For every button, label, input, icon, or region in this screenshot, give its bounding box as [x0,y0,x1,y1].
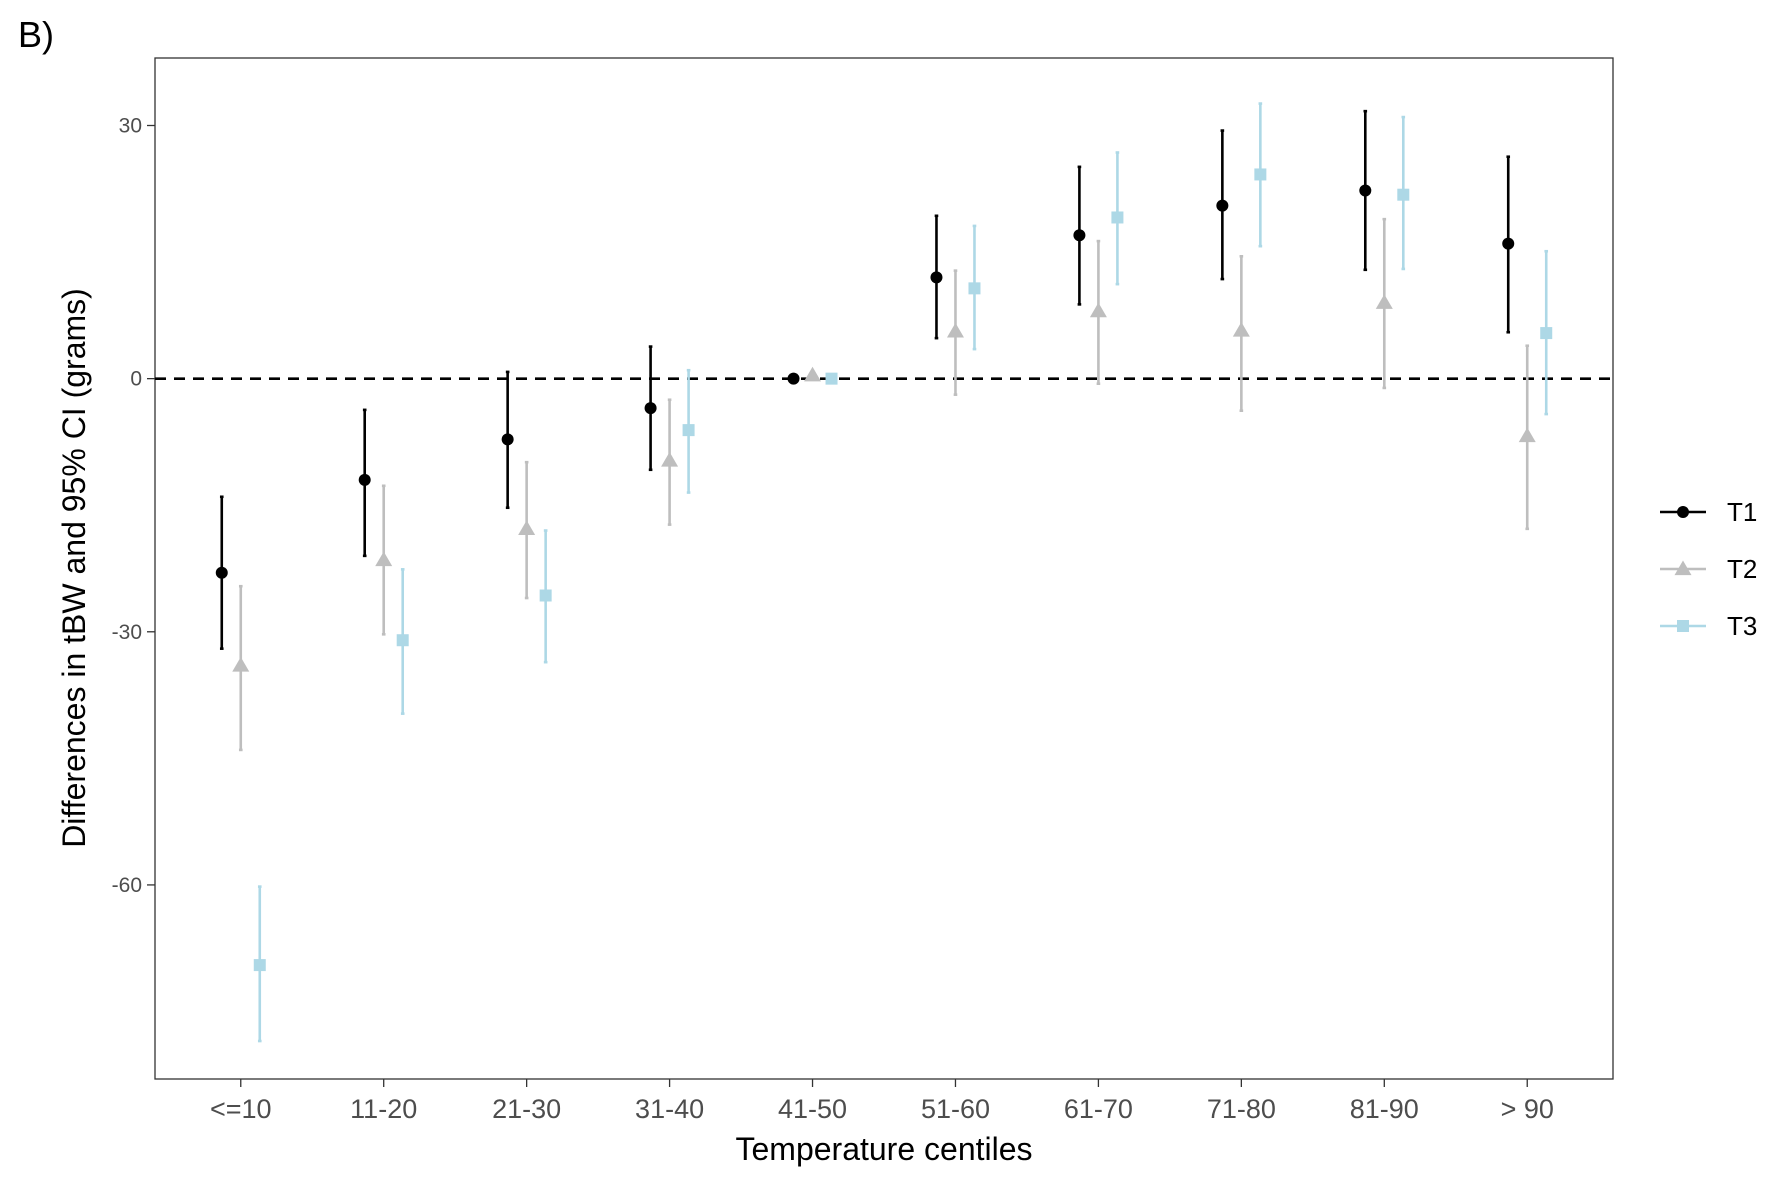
y-tick-label: 30 [119,115,142,138]
data-point [661,451,679,467]
data-point [804,366,822,382]
x-axis-title: Temperature centiles [735,1131,1032,1167]
y-tick-label: 0 [130,368,142,391]
x-tick-label: <=10 [210,1094,272,1124]
x-tick-label: 21-30 [492,1094,561,1124]
data-point [1502,237,1515,250]
x-tick-label: > 90 [1501,1094,1554,1124]
data-point [1518,427,1536,443]
data-point [968,282,981,295]
y-axis-title: Differences in tBW and 95% CI (grams) [56,288,92,848]
data-point [787,372,800,385]
data-point [1397,188,1410,201]
data-point [1254,168,1267,181]
data-point [375,551,393,567]
x-tick-label: 11-20 [350,1094,417,1124]
data-point [1111,211,1124,224]
x-tick-label: 81-90 [1350,1094,1419,1124]
legend-label: T1 [1727,497,1757,527]
legend-item-t2: T2 [1660,554,1757,584]
data-point [1216,199,1229,212]
data-point [644,402,657,415]
panel-label: B) [18,14,54,55]
data-point [253,959,266,972]
data-point [682,424,695,437]
legend-label: T3 [1727,611,1757,641]
series-t2 [232,217,1536,752]
x-tick-label: 61-70 [1064,1094,1133,1124]
data-point [946,322,964,338]
data-point [232,657,250,672]
x-tick-label: 41-50 [778,1094,847,1124]
legend-key-marker [1674,560,1692,576]
data-point [1359,184,1372,197]
legend-key-marker [1677,506,1689,518]
data-point [1375,294,1393,309]
data-point [518,520,536,535]
data-point [1540,327,1553,340]
data-point [825,372,838,385]
data-point [215,566,228,579]
y-axis: 30 0 -30 -60 [112,115,155,897]
legend-key-marker [1677,620,1689,632]
plot-panel [154,57,1614,1080]
legend-item-t3: T3 [1660,611,1757,641]
series-t3 [253,102,1553,1043]
data-point [1089,302,1107,318]
legend-label: T2 [1727,554,1757,584]
data-point [396,634,409,647]
data-point [930,271,943,284]
series-t1 [215,109,1515,650]
data-point [1073,229,1086,242]
series-layer [215,102,1553,1043]
data-point [539,589,552,602]
data-point [358,473,371,486]
x-axis: <=10 11-20 21-30 31-40 41-50 51-60 61-70 71-80 8… [210,1079,1554,1124]
legend: T1 T2 T3 [1660,497,1757,641]
x-tick-label: 31-40 [635,1094,704,1124]
y-tick-label: -30 [112,621,142,644]
x-tick-label: 71-80 [1207,1094,1276,1124]
y-tick-label: -60 [112,874,142,897]
legend-item-t1: T1 [1660,497,1757,527]
data-point [501,433,514,446]
data-point [1232,322,1250,337]
x-tick-label: 51-60 [921,1094,990,1124]
